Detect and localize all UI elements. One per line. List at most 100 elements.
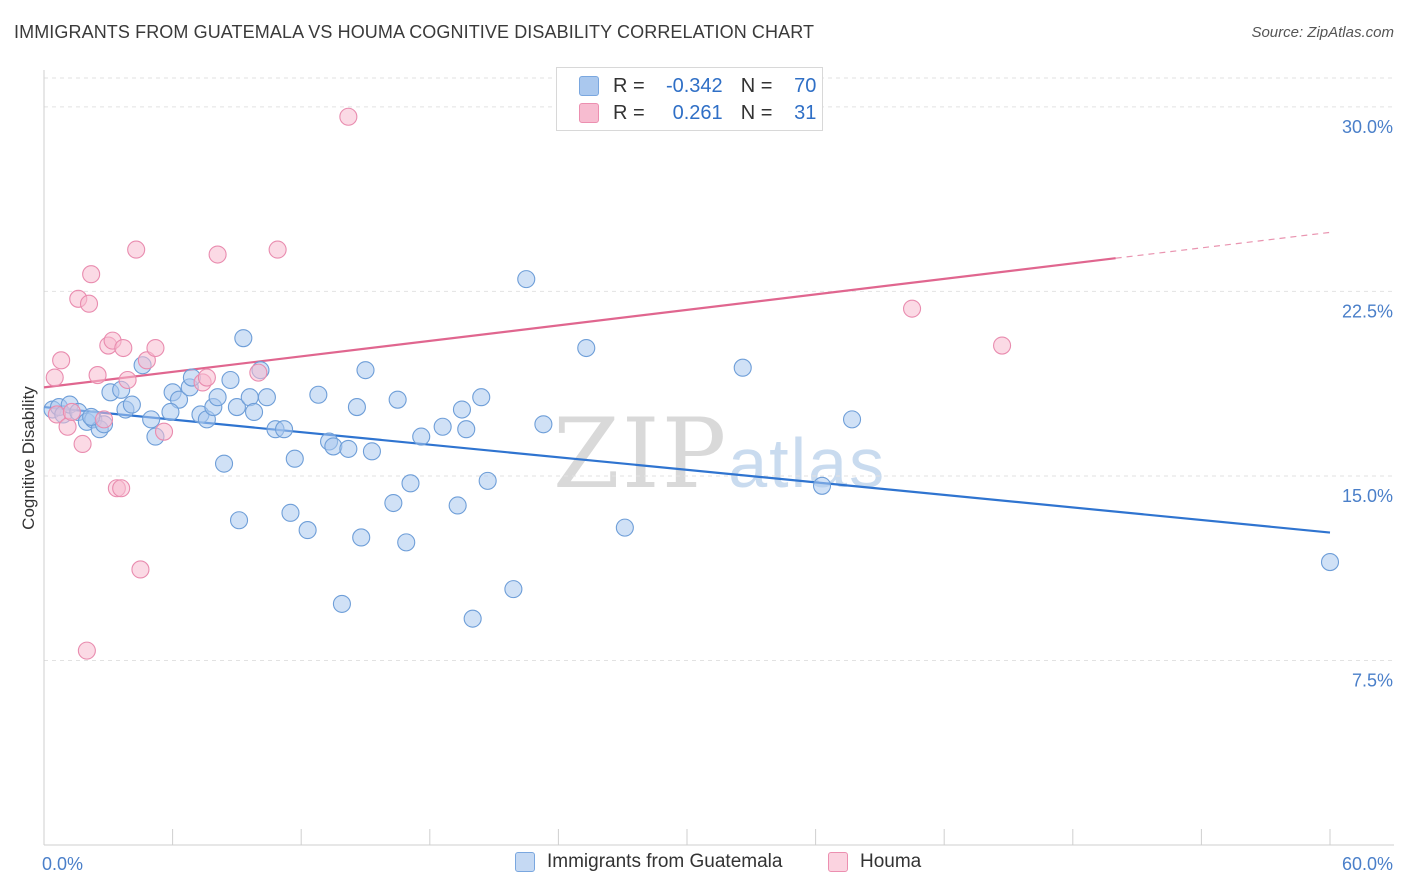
correlation-legend: R = -0.342 N = 70 R = 0.261 N = 31 (556, 67, 823, 131)
point-guatemala (412, 427, 431, 446)
point-guatemala (324, 437, 343, 456)
point-guatemala (161, 402, 180, 422)
point-houma (197, 368, 216, 387)
legend-swatch-houma (579, 103, 599, 123)
legend-row-guatemala: R = -0.342 N = 70 (579, 74, 816, 98)
series-legend: Immigrants from Guatemala Houma (0, 851, 1406, 879)
point-guatemala (457, 420, 476, 439)
point-guatemala (227, 398, 246, 417)
point-houma (137, 351, 156, 370)
point-guatemala (229, 511, 249, 530)
trend-line-houma-extension (1115, 231, 1331, 259)
point-houma (993, 336, 1012, 355)
legend-item-guatemala[interactable]: Immigrants from Guatemala (515, 851, 782, 873)
legend-r-label: R = (613, 74, 645, 97)
point-guatemala (517, 270, 536, 289)
point-guatemala (842, 410, 862, 429)
point-guatemala (122, 395, 141, 414)
trend-line-guatemala (43, 405, 1331, 534)
point-houma (114, 338, 133, 358)
gridlines (44, 77, 1394, 661)
point-guatemala (142, 410, 161, 429)
point-guatemala (214, 454, 234, 473)
x-tick-label: 0.0% (42, 854, 83, 874)
point-houma (208, 245, 227, 264)
y-axis-label: Cognitive Disability (19, 386, 38, 530)
point-guatemala (534, 415, 553, 434)
point-guatemala (285, 449, 304, 468)
point-houma (112, 479, 131, 498)
legend-r-value: -0.342 (665, 74, 723, 97)
point-houma (146, 338, 165, 358)
legend-n-value: 31 (794, 101, 817, 124)
legend-swatch-houma (828, 852, 848, 872)
legend-item-houma[interactable]: Houma (828, 851, 921, 873)
point-guatemala (401, 474, 420, 493)
axis-labels: 7.5% 15.0% 22.5% 30.0% 0.0% 60.0% Cognitive Di… (19, 117, 1393, 874)
legend-n-value: 70 (794, 74, 817, 97)
point-guatemala (298, 521, 317, 540)
point-houma (82, 265, 101, 284)
point-guatemala (812, 476, 832, 495)
point-guatemala (309, 385, 328, 404)
watermark: ZIPatlas (553, 398, 886, 510)
legend-swatch-guatemala (579, 76, 599, 96)
trend-line-houma (43, 257, 1116, 389)
point-guatemala (433, 417, 452, 436)
point-guatemala (352, 528, 371, 547)
legend-label-houma: Houma (860, 851, 922, 872)
data-points (43, 107, 1340, 660)
point-guatemala (275, 420, 294, 439)
point-guatemala (397, 533, 416, 552)
legend-n-label: N = (740, 101, 773, 124)
legend-swatch-guatemala (515, 852, 535, 872)
legend-r-label: R = (613, 101, 645, 124)
point-guatemala (463, 609, 482, 628)
legend-label-guatemala: Immigrants from Guatemala (547, 851, 783, 872)
chart-title: IMMIGRANTS FROM GUATEMALA VS HOUMA COGNI… (14, 22, 815, 42)
point-guatemala (1320, 553, 1340, 572)
trend-lines (43, 231, 1331, 534)
point-guatemala (448, 496, 467, 515)
point-houma (339, 107, 358, 126)
point-guatemala (208, 388, 227, 407)
point-houma (73, 434, 92, 454)
point-guatemala (332, 594, 351, 613)
point-guatemala (356, 361, 375, 380)
point-houma (127, 240, 146, 259)
point-houma (62, 402, 81, 422)
point-houma (77, 641, 96, 660)
point-guatemala (169, 390, 189, 409)
point-houma (88, 366, 107, 385)
point-houma (902, 299, 922, 318)
y-tick-label: 22.5% (1342, 301, 1393, 321)
legend-row-houma: R = 0.261 N = 31 (579, 101, 816, 125)
point-guatemala (362, 442, 381, 461)
point-guatemala (452, 400, 472, 419)
point-guatemala (281, 503, 300, 522)
legend-r-value: 0.261 (672, 101, 723, 124)
y-tick-label: 7.5% (1352, 670, 1393, 690)
point-houma (131, 560, 150, 579)
point-houma (249, 363, 268, 382)
point-houma (94, 410, 114, 429)
point-guatemala (244, 402, 264, 422)
watermark-zip: ZIP (553, 398, 729, 510)
point-houma (118, 370, 137, 390)
point-guatemala (234, 329, 253, 348)
point-guatemala (388, 390, 407, 409)
point-guatemala (615, 518, 634, 537)
point-houma (79, 294, 99, 313)
point-guatemala (347, 398, 366, 417)
point-guatemala (472, 388, 491, 407)
point-guatemala (221, 370, 240, 390)
point-guatemala (257, 388, 276, 407)
point-guatemala (478, 471, 497, 490)
source-label: Source: ZipAtlas.com (1251, 24, 1394, 41)
point-guatemala (339, 439, 358, 458)
point-houma (45, 368, 64, 387)
y-tick-label: 15.0% (1342, 486, 1393, 506)
point-guatemala (504, 580, 523, 599)
point-guatemala (733, 358, 752, 377)
